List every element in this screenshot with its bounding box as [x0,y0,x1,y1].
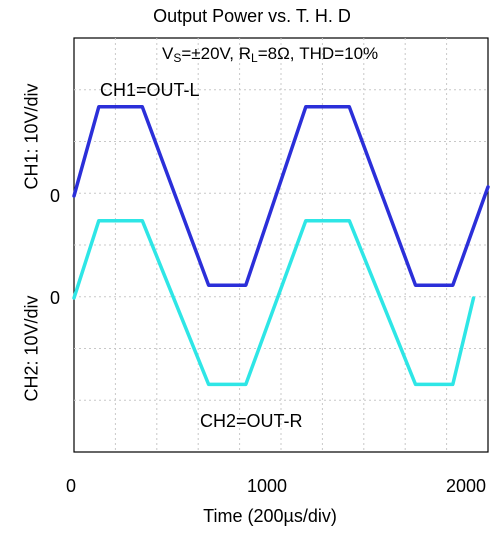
series-label-ch1: CH1=OUT-L [100,80,200,100]
ch2-zero-tick: 0 [50,288,61,308]
series-line-ch2 [72,218,476,387]
condition-annotation: VS=±20V, RL=8Ω, THD=10% [162,44,378,65]
condition-v: V [162,44,174,63]
ch1-zero-tick: 0 [50,186,61,206]
condition-r-sub: L [251,51,258,65]
ylabel-ch1: CH1: 10V/div [21,83,42,190]
series-label-ch2: CH2=OUT-R [200,411,303,431]
ylabel-ch2: CH2: 10V/div [21,295,42,402]
x-tick-1000: 1000 [247,476,288,496]
chart-title: Output Power vs. T. H. D [153,6,351,26]
series-line-ch1 [72,105,490,287]
condition-v-rest: =±20V, R [181,44,252,63]
condition-v-sub: S [173,51,182,65]
x-tick-2000: 2000 [446,476,487,496]
x-axis-label: Time (200µs/div) [203,506,337,526]
condition-r-rest: =8Ω, THD=10% [257,44,379,63]
x-tick-0: 0 [66,476,77,496]
